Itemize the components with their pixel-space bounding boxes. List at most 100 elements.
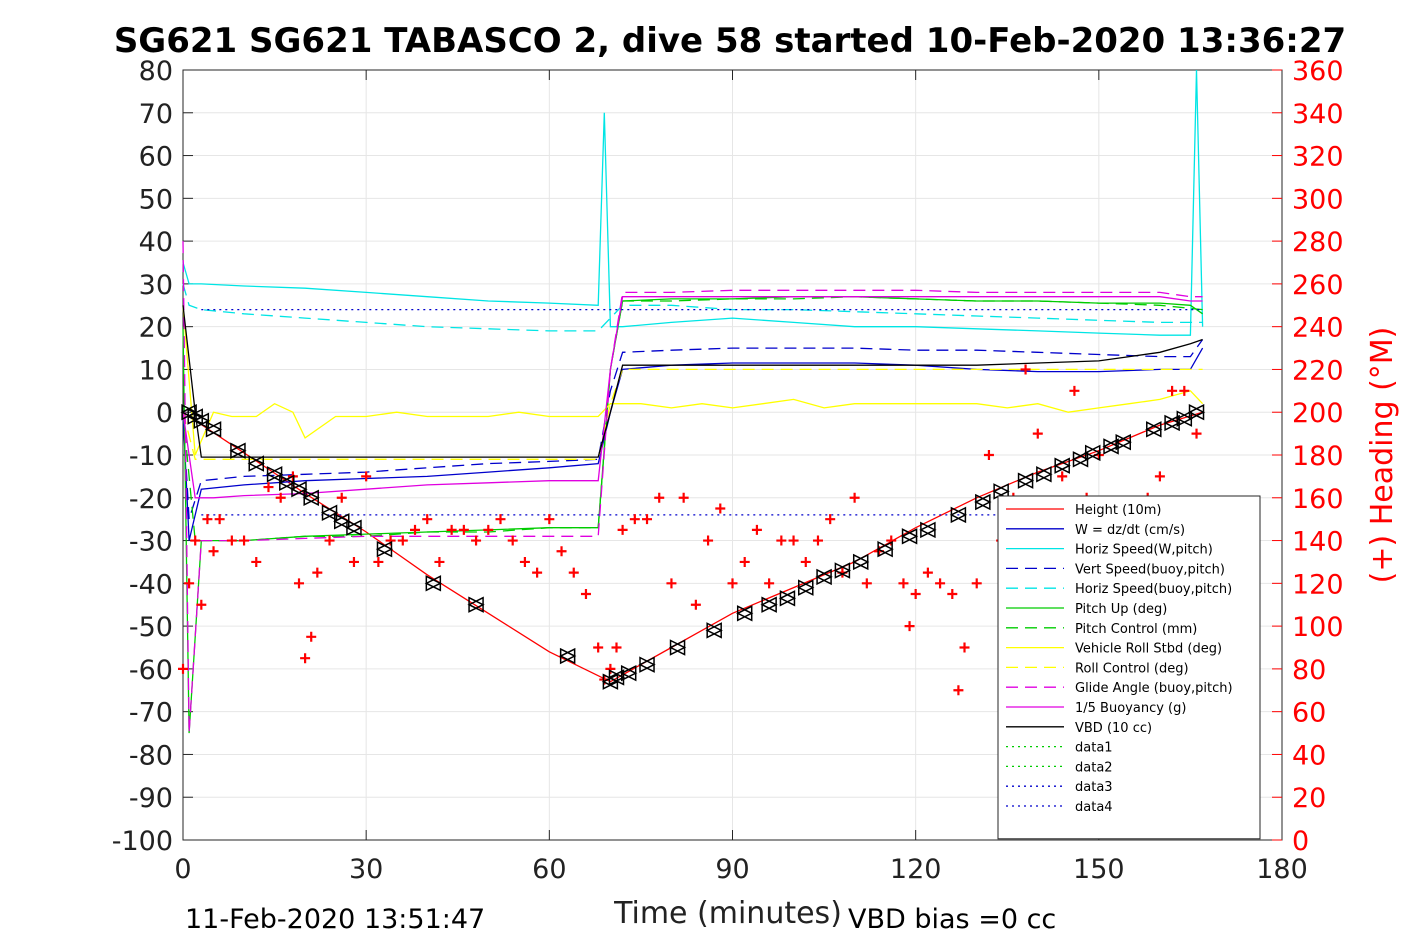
legend-label: Vert Speed(buoy,pitch) [1075,562,1225,577]
heading-marker [263,482,274,493]
heading-marker [776,535,787,546]
legend-label: Vehicle Roll Stbd (deg) [1075,642,1222,657]
heading-marker [397,535,408,546]
heading-marker [654,492,665,503]
depth-marker [852,553,870,571]
heading-marker [336,492,347,503]
right-y-tick-label: 120 [1292,569,1344,600]
depth-marker [736,605,754,622]
heading-marker [519,556,530,567]
heading-marker [458,524,469,535]
series-line-7 [182,305,1204,456]
heading-marker [507,535,518,546]
legend-label: Pitch Control (mm) [1075,622,1197,637]
y-tick-label: 50 [139,184,173,215]
legend-label: data3 [1075,780,1113,795]
x-tick-label: 180 [1256,854,1308,885]
y-tick-label: -80 [129,740,173,771]
heading-marker [495,514,506,525]
legend-label: Pitch Up (deg) [1075,602,1167,617]
depth-marker [760,596,778,613]
heading-marker [324,535,335,546]
heading-marker [953,685,964,696]
heading-marker [312,567,323,578]
x-tick-label: 120 [890,854,942,885]
heading-marker [751,524,762,535]
series-line-11 [182,305,1203,458]
heading-marker [1032,428,1043,439]
heading-marker [715,503,726,514]
right-y-tick-label: 200 [1292,398,1344,429]
right-y-tick-label: 180 [1292,441,1344,472]
depth-marker [192,412,210,429]
heading-marker [556,546,567,557]
series-line-1 [182,347,1204,541]
heading-marker [690,599,701,610]
y-tick-label: 60 [139,142,173,173]
depth-marker [778,590,797,607]
depth-marker [900,528,919,545]
heading-marker [739,556,750,567]
depth-marker [705,622,723,639]
heading-marker [904,621,915,632]
right-y-tick-label: 20 [1292,783,1326,814]
x-tick-label: 0 [174,854,191,885]
right-y-tick-label: 100 [1292,612,1344,643]
heading-marker [208,546,219,557]
footer-timestamp: 11-Feb-2020 13:51:47 [185,904,485,935]
heading-marker [898,578,909,589]
y-tick-label: -40 [129,569,173,600]
y-tick-label: -90 [129,783,173,814]
heading-marker [226,535,237,546]
heading-marker [812,535,823,546]
depth-marker [607,669,626,686]
heading-marker [202,514,213,525]
heading-marker [935,578,946,589]
heading-marker [922,567,933,578]
heading-marker [703,535,714,546]
legend-label: Horiz Speed(buoy,pitch) [1075,582,1232,597]
heading-marker [300,653,311,664]
series-line-9 [182,241,1203,734]
heading-marker [1069,385,1080,396]
legend-label: data4 [1075,800,1113,815]
heading-marker [886,535,897,546]
heading-marker [275,492,286,503]
right-y-tick-label: 160 [1292,484,1344,515]
series-line-2 [182,69,1204,336]
depth-marker [833,562,852,579]
y-tick-label: -20 [129,484,173,515]
depth-marker [290,481,308,498]
heading-marker [678,492,689,503]
heading-marker [568,567,579,578]
heading-marker [1020,364,1031,375]
heading-marker [947,589,958,600]
heading-marker [483,524,494,535]
right-y-tick-label: 360 [1292,56,1344,87]
heading-marker [178,663,188,674]
heading-marker [1191,428,1202,439]
right-y-tick-label: 260 [1292,270,1344,301]
right-y-tick-label: 0 [1292,826,1309,857]
y-tick-label: -50 [129,612,173,643]
footer-vbd-bias: VBD bias =0 cc [848,904,1056,935]
right-y-tick-label: 240 [1292,313,1344,344]
legend-box [997,495,1261,840]
heading-marker [239,535,250,546]
right-y-tick-label: 320 [1292,142,1344,173]
depth-marker [949,506,968,524]
heading-marker [788,535,799,546]
heading-marker [666,578,677,589]
depth-marker [204,421,223,438]
legend-label: Roll Control (deg) [1075,661,1189,676]
right-y-tick-label: 60 [1292,698,1326,729]
series-line-10 [182,296,1203,499]
depth-marker [320,504,339,521]
y-tick-label: 40 [139,227,173,258]
heading-marker [629,514,640,525]
depth-marker [1035,466,1053,483]
heading-marker [910,589,921,600]
depth-marker [815,568,833,586]
depth-marker [1102,438,1120,455]
